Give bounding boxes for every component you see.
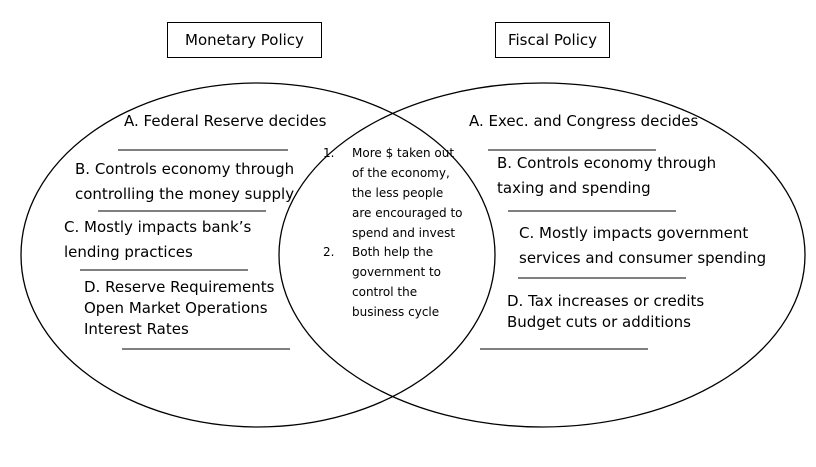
both-item-1-line3: the less people — [352, 186, 444, 200]
both-item-2-line2: government to — [352, 265, 442, 279]
fiscal-circle — [278, 82, 806, 428]
fiscal-item-b-line2: taxing and spending — [497, 179, 651, 197]
both-item-1-number: 1. — [323, 146, 335, 160]
both-item-2-line3: control the — [352, 285, 418, 299]
both-item-1-line4: are encouraged to — [352, 206, 463, 220]
monetary-item-b-line2: controlling the money supply — [75, 185, 295, 203]
monetary-item-a: A. Federal Reserve decides — [124, 112, 327, 130]
monetary-item-c-line2: lending practices — [64, 243, 193, 261]
both-item-1-line2: of the economy, — [352, 166, 450, 180]
fiscal-policy-title: Fiscal Policy — [495, 22, 610, 58]
fiscal-item-b-line1: B. Controls economy through — [497, 154, 717, 172]
both-item-1-line5: spend and invest — [352, 226, 456, 240]
fiscal-item-c-line2: services and consumer spending — [519, 249, 767, 267]
both-item-1-line1: More $ taken out — [352, 146, 455, 160]
fiscal-item-a: A. Exec. and Congress decides — [469, 112, 699, 130]
monetary-item-c-line1: C. Mostly impacts bank’s — [64, 218, 252, 236]
fiscal-item-d-line2: Budget cuts or additions — [507, 313, 691, 331]
monetary-circle — [20, 82, 496, 428]
both-item-2-number: 2. — [323, 245, 335, 259]
monetary-item-b-line1: B. Controls economy through — [75, 160, 295, 178]
fiscal-item-c-line1: C. Mostly impacts government — [519, 224, 749, 242]
both-item-2-line4: business cycle — [352, 305, 440, 319]
both-item-2-line1: Both help the — [352, 245, 434, 259]
monetary-item-d-line1: D. Reserve Requirements — [84, 278, 275, 296]
monetary-policy-title: Monetary Policy — [167, 22, 322, 58]
monetary-item-d-line3: Interest Rates — [84, 320, 189, 338]
fiscal-item-d-line1: D. Tax increases or credits — [507, 292, 705, 310]
monetary-item-d-line2: Open Market Operations — [84, 299, 268, 317]
